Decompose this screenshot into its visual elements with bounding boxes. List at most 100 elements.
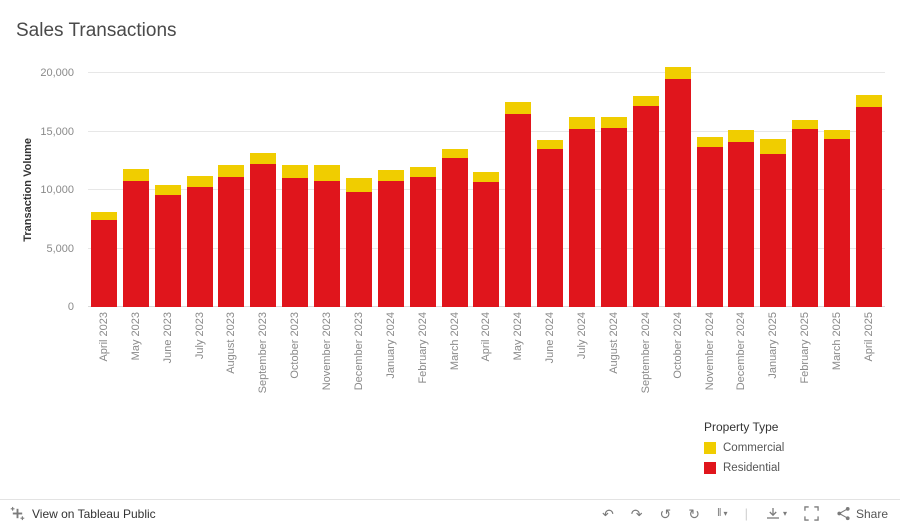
- bar-segment-commercial[interactable]: [537, 139, 564, 150]
- view-on-tableau-public[interactable]: View on Tableau Public: [10, 506, 156, 521]
- reset-icon[interactable]: ↺: [659, 505, 672, 522]
- bar-segment-residential[interactable]: [792, 129, 819, 307]
- bar-segment-commercial[interactable]: [186, 175, 213, 187]
- bar-segment-commercial[interactable]: [505, 102, 532, 114]
- legend-item-commercial[interactable]: Commercial: [704, 442, 784, 454]
- bar-segment-residential[interactable]: [154, 194, 181, 307]
- bar-segment-commercial[interactable]: [569, 117, 596, 130]
- bar-segment-residential[interactable]: [122, 180, 149, 307]
- y-tick-label: 20,000: [40, 67, 74, 79]
- bar-segment-commercial[interactable]: [696, 137, 723, 147]
- x-axis-label: December 2023: [352, 312, 365, 391]
- x-label-cell: July 2023: [184, 312, 216, 416]
- x-label-cell: October 2024: [662, 312, 694, 416]
- bar-december-2023: [343, 73, 375, 307]
- bar-segment-commercial[interactable]: [314, 165, 341, 181]
- x-label-cell: October 2023: [279, 312, 311, 416]
- bar-segment-commercial[interactable]: [760, 138, 787, 154]
- bar-segment-residential[interactable]: [441, 158, 468, 307]
- bar-july-2023: [184, 73, 216, 307]
- x-label-cell: June 2024: [534, 312, 566, 416]
- bar-july-2024: [566, 73, 598, 307]
- x-axis-label: November 2023: [321, 312, 334, 391]
- bar-segment-commercial[interactable]: [728, 130, 755, 143]
- x-label-cell: June 2023: [152, 312, 184, 416]
- bar-segment-commercial[interactable]: [250, 152, 277, 165]
- bar-segment-commercial[interactable]: [282, 165, 309, 179]
- bar-segment-commercial[interactable]: [441, 149, 468, 159]
- legend-label: Commercial: [723, 442, 785, 454]
- bar-segment-residential[interactable]: [186, 186, 213, 307]
- bar-segment-residential[interactable]: [314, 180, 341, 307]
- chart-plot-area[interactable]: [88, 67, 885, 307]
- download-button[interactable]: ▾: [765, 507, 787, 521]
- x-axis-label: January 2024: [384, 312, 397, 379]
- bar-march-2024: [439, 73, 471, 307]
- bar-segment-residential[interactable]: [409, 177, 436, 307]
- bar-segment-commercial[interactable]: [218, 165, 245, 178]
- share-button[interactable]: Share: [836, 506, 888, 521]
- y-tick-label: 5,000: [46, 242, 74, 255]
- bar-segment-commercial[interactable]: [632, 96, 659, 106]
- toolbar-separator: |: [744, 506, 748, 521]
- bar-segment-residential[interactable]: [90, 220, 117, 307]
- bar-segment-residential[interactable]: [760, 153, 787, 307]
- x-label-cell: December 2024: [726, 312, 758, 416]
- bar-segment-residential[interactable]: [728, 142, 755, 307]
- y-axis-ticks: 0 5,000 10,000 15,000 20,000: [0, 67, 80, 313]
- bar-may-2024: [502, 73, 534, 307]
- bar-august-2024: [598, 73, 630, 307]
- legend-item-residential[interactable]: Residential: [704, 462, 784, 474]
- bar-segment-commercial[interactable]: [122, 168, 149, 181]
- tableau-logo-icon: [10, 506, 25, 521]
- bar-segment-commercial[interactable]: [473, 172, 500, 182]
- bar-june-2024: [534, 73, 566, 307]
- x-label-cell: April 2023: [88, 312, 120, 416]
- bar-december-2024: [726, 73, 758, 307]
- bar-segment-commercial[interactable]: [664, 67, 691, 79]
- bar-segment-residential[interactable]: [664, 78, 691, 307]
- bar-segment-commercial[interactable]: [90, 212, 117, 221]
- bar-may-2023: [120, 73, 152, 307]
- bar-segment-residential[interactable]: [600, 128, 627, 307]
- bar-segment-residential[interactable]: [505, 113, 532, 307]
- pause-button[interactable]: ‖ ▾: [717, 508, 728, 519]
- bar-segment-commercial[interactable]: [409, 166, 436, 178]
- redo-icon[interactable]: ↷: [630, 505, 643, 522]
- undo-icon[interactable]: ↶: [602, 505, 614, 522]
- bar-segment-residential[interactable]: [537, 149, 564, 307]
- x-axis-label: May 2024: [512, 312, 525, 361]
- chevron-down-icon: ▾: [723, 509, 728, 518]
- bar-segment-commercial[interactable]: [855, 95, 882, 107]
- bars-container: [88, 67, 885, 307]
- bar-segment-residential[interactable]: [345, 192, 372, 307]
- bar-segment-residential[interactable]: [282, 178, 309, 307]
- x-label-cell: August 2024: [598, 312, 630, 416]
- bar-january-2025: [757, 73, 789, 307]
- refresh-icon[interactable]: ↻: [688, 505, 700, 522]
- toolbar-actions: ↶ ↷ ↺ ↻ ‖ ▾ | ▾: [602, 506, 888, 521]
- bar-segment-residential[interactable]: [473, 181, 500, 307]
- bar-segment-commercial[interactable]: [824, 130, 851, 139]
- bar-segment-residential[interactable]: [250, 164, 277, 307]
- bar-segment-residential[interactable]: [569, 129, 596, 307]
- bar-segment-residential[interactable]: [696, 146, 723, 307]
- bar-segment-residential[interactable]: [824, 138, 851, 307]
- x-axis-label: November 2024: [703, 312, 716, 391]
- bar-segment-commercial[interactable]: [345, 178, 372, 193]
- bar-segment-residential[interactable]: [855, 106, 882, 307]
- bar-segment-commercial[interactable]: [377, 170, 404, 181]
- bar-segment-residential[interactable]: [377, 180, 404, 307]
- bar-segment-residential[interactable]: [632, 105, 659, 307]
- x-label-cell: August 2023: [216, 312, 248, 416]
- y-tick-label: 0: [67, 301, 74, 313]
- bar-segment-residential[interactable]: [218, 177, 245, 307]
- x-label-cell: February 2025: [789, 312, 821, 416]
- page-title: Sales Transactions: [16, 20, 177, 41]
- fullscreen-icon[interactable]: [804, 506, 819, 521]
- bar-segment-commercial[interactable]: [154, 185, 181, 195]
- x-label-cell: April 2024: [471, 312, 503, 416]
- bar-segment-commercial[interactable]: [600, 117, 627, 128]
- bar-segment-commercial[interactable]: [792, 119, 819, 130]
- x-axis-label: March 2024: [448, 312, 461, 371]
